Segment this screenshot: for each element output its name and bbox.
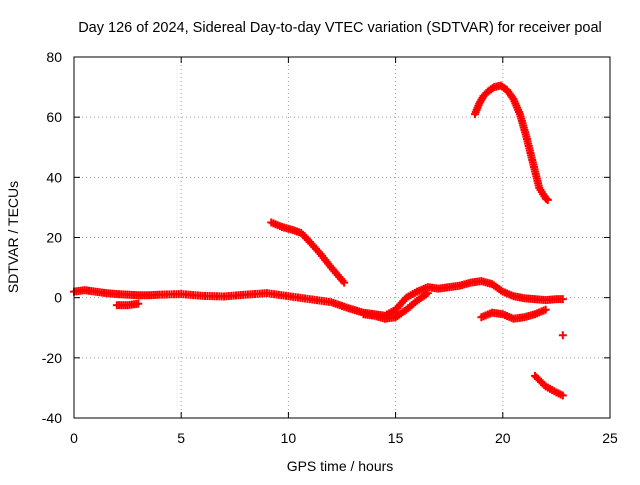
data-point (423, 289, 432, 298)
data-point (558, 331, 567, 340)
y-tick-label: -40 (42, 410, 62, 426)
y-axis-label: SDTVAR / TECUs (5, 181, 21, 293)
x-tick-label: 25 (602, 430, 618, 446)
data-point (543, 195, 552, 204)
y-tick-label: 0 (54, 290, 62, 306)
axis-ticks: 0 5 10 15 20 25 -40 -20 0 20 40 60 80 (42, 49, 618, 446)
data-point (340, 278, 349, 287)
y-tick-label: 60 (46, 109, 62, 125)
y-tick-label: 40 (46, 169, 62, 185)
x-tick-label: 0 (70, 430, 78, 446)
data-point (558, 391, 567, 400)
data-point (134, 299, 143, 308)
x-axis-label: GPS time / hours (287, 458, 394, 474)
x-tick-label: 5 (177, 430, 185, 446)
x-tick-label: 10 (281, 430, 297, 446)
grid (74, 57, 610, 418)
y-tick-label: 80 (46, 49, 62, 65)
data-point (488, 84, 497, 93)
data-point (541, 305, 550, 314)
y-tick-label: 20 (46, 230, 62, 246)
x-tick-label: 15 (388, 430, 404, 446)
data-points (70, 81, 567, 400)
data-point (558, 295, 567, 304)
chart-title: Day 126 of 2024, Sidereal Day-to-day VTE… (78, 20, 602, 36)
y-tick-label: -20 (42, 350, 62, 366)
x-tick-label: 20 (495, 430, 511, 446)
